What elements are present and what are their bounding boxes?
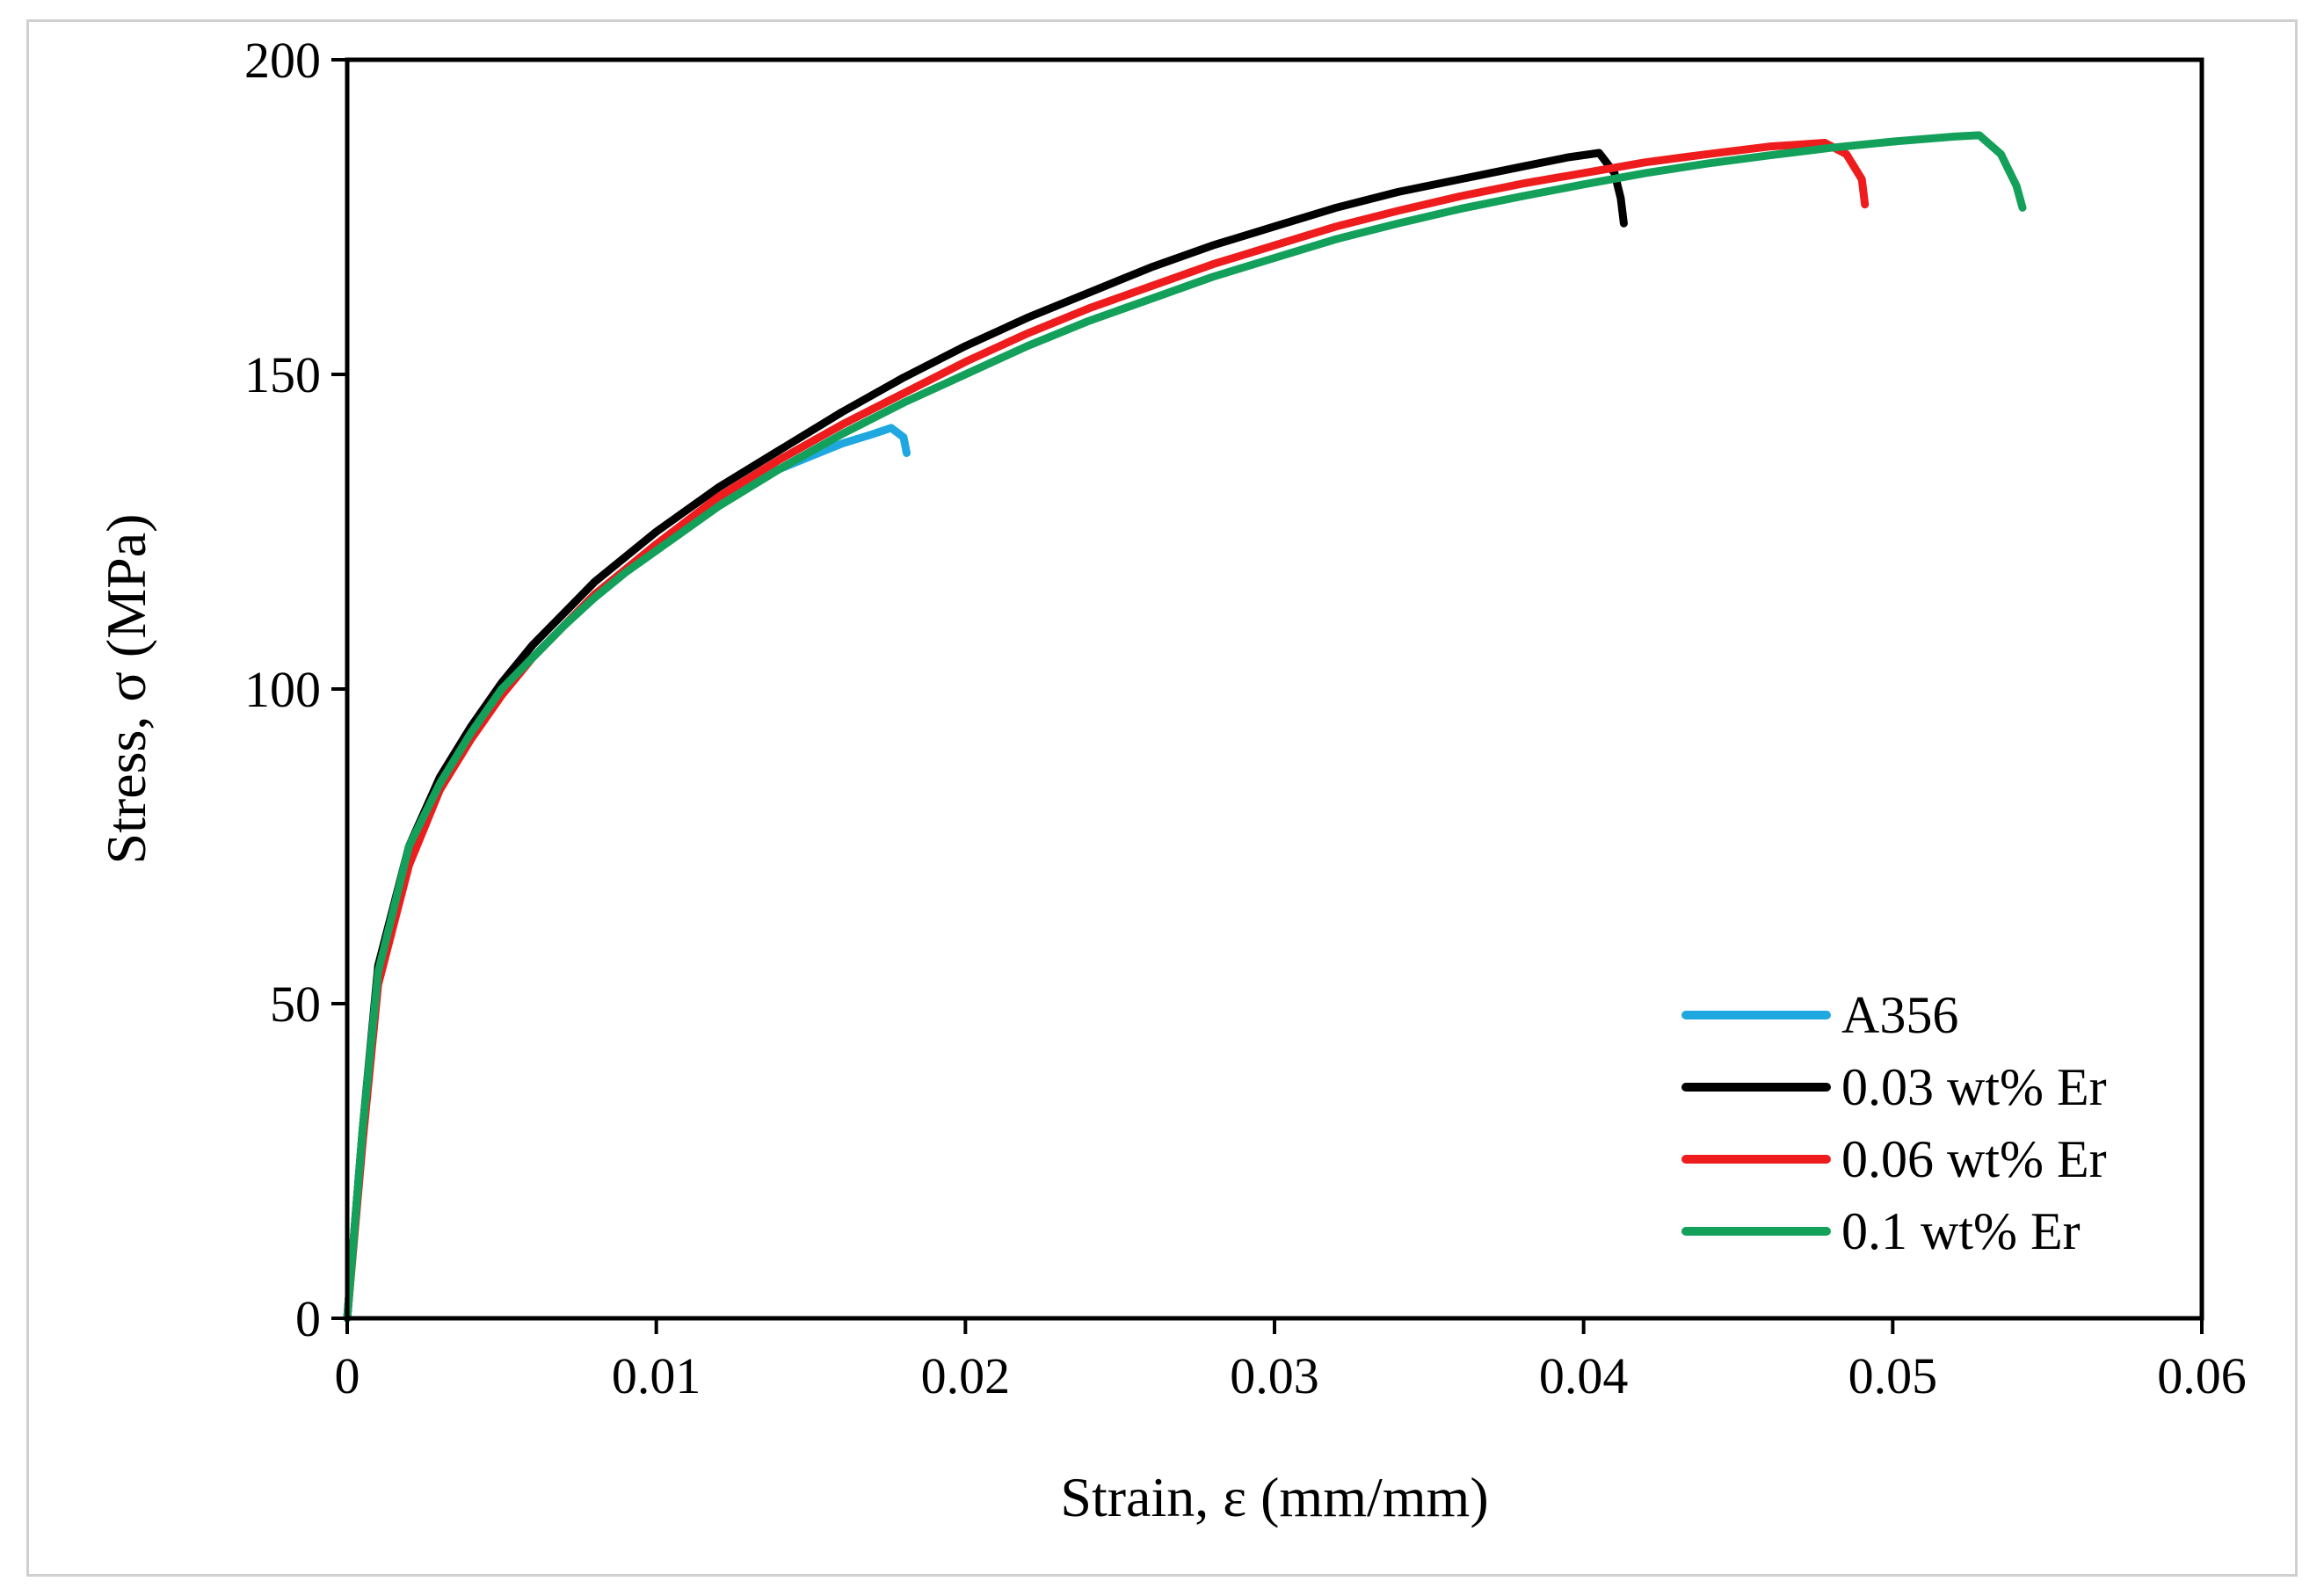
series-line-1 (343, 424, 911, 1323)
legend: A356 0.03 wt% Er 0.06 wt% Er 0.1 wt% Er (1681, 986, 2107, 1260)
series-line-3 (343, 139, 1870, 1323)
x-tick-label: 0.01 (612, 1347, 701, 1404)
legend-label: A356 (1841, 986, 1958, 1044)
series-line-2 (343, 149, 1628, 1323)
y-tick-label: 0 (295, 1290, 321, 1347)
series-layer (343, 131, 2027, 1323)
y-tick-label: 200 (244, 32, 321, 89)
y-tick-label: 100 (244, 661, 321, 718)
y-tick-label: 150 (244, 346, 321, 403)
x-tick-label: 0.05 (1848, 1347, 1938, 1404)
x-axis-title: Strain, ε (mm/mm) (1060, 1466, 1488, 1528)
y-tick-label: 50 (270, 976, 321, 1033)
legend-label: 0.03 wt% Er (1841, 1058, 2107, 1116)
x-tick-label: 0.02 (921, 1347, 1011, 1404)
x-tick-label: 0.06 (2157, 1347, 2247, 1404)
legend-label: 0.06 wt% Er (1841, 1130, 2107, 1188)
legend-label: 0.1 wt% Er (1841, 1202, 2081, 1260)
x-axis-ticks: 0 0.01 0.02 0.03 0.04 0.05 0.06 (335, 1318, 2247, 1404)
x-tick-label: 0.04 (1539, 1347, 1629, 1404)
y-axis-title: Stress, σ (MPa) (95, 514, 157, 865)
series-line-4 (343, 131, 2027, 1323)
y-axis-ticks: 0 50 100 150 200 (244, 32, 347, 1347)
x-tick-label: 0.03 (1230, 1347, 1319, 1404)
x-tick-label: 0 (335, 1347, 360, 1404)
